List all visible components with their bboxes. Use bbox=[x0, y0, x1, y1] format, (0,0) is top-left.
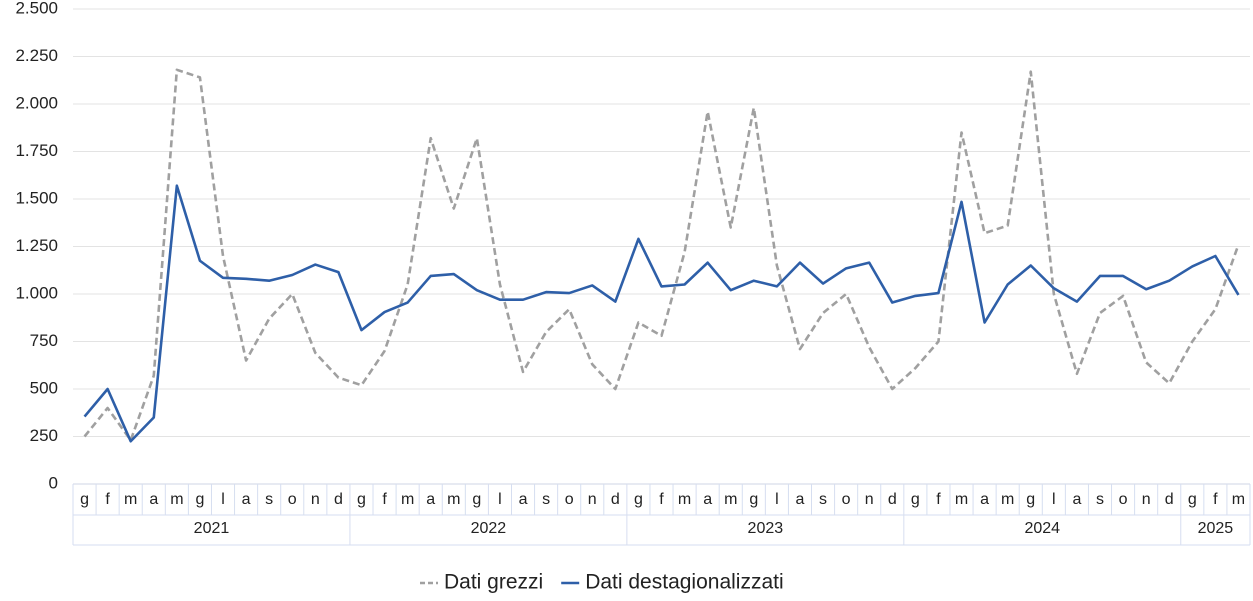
x-tick-label: g bbox=[472, 491, 481, 508]
x-tick-label: m bbox=[124, 491, 137, 508]
x-tick-label: f bbox=[936, 491, 941, 508]
x-tick-label: f bbox=[382, 491, 387, 508]
x-tick-label: g bbox=[911, 491, 920, 508]
x-tick-label: a bbox=[519, 491, 528, 508]
x-tick-label: a bbox=[149, 491, 158, 508]
x-tick-label: a bbox=[703, 491, 712, 508]
x-tick-label: g bbox=[749, 491, 758, 508]
y-tick-label: 2.000 bbox=[15, 93, 58, 112]
y-tick-label: 1.250 bbox=[15, 236, 58, 255]
x-tick-label: m bbox=[955, 491, 968, 508]
x-tick-label: m bbox=[170, 491, 183, 508]
y-tick-label: 750 bbox=[30, 331, 58, 350]
y-tick-label: 250 bbox=[30, 426, 58, 445]
x-tick-label: f bbox=[1213, 491, 1218, 508]
y-tick-label: 0 bbox=[49, 473, 58, 492]
x-tick-label: f bbox=[105, 491, 110, 508]
year-label: 2022 bbox=[471, 520, 507, 537]
x-tick-label: a bbox=[980, 491, 989, 508]
year-label: 2024 bbox=[1024, 520, 1060, 537]
year-label: 2023 bbox=[748, 520, 784, 537]
x-tick-label: n bbox=[588, 491, 597, 508]
x-tick-label: g bbox=[195, 491, 204, 508]
x-tick-label: o bbox=[288, 491, 297, 508]
y-tick-label: 1.500 bbox=[15, 188, 58, 207]
x-tick-label: m bbox=[678, 491, 691, 508]
x-tick-label: l bbox=[775, 491, 779, 508]
x-tick-label: s bbox=[265, 491, 273, 508]
x-tick-label: n bbox=[311, 491, 320, 508]
x-tick-label: s bbox=[1096, 491, 1104, 508]
y-tick-label: 1.000 bbox=[15, 283, 58, 302]
x-tick-label: m bbox=[1001, 491, 1014, 508]
x-tick-label: g bbox=[80, 491, 89, 508]
x-tick-label: m bbox=[1232, 491, 1245, 508]
data-line bbox=[83, 68, 1240, 442]
year-label: 2021 bbox=[194, 520, 230, 537]
x-tick-label: d bbox=[1165, 491, 1174, 508]
x-tick-label: l bbox=[221, 491, 225, 508]
x-tick-label: l bbox=[498, 491, 502, 508]
x-tick-label: a bbox=[1072, 491, 1081, 508]
x-tick-label: a bbox=[796, 491, 805, 508]
legend-label: Dati grezzi bbox=[444, 571, 543, 594]
x-tick-label: m bbox=[447, 491, 460, 508]
x-tick-label: f bbox=[659, 491, 664, 508]
x-tick-label: a bbox=[242, 491, 251, 508]
x-tick-label: l bbox=[1052, 491, 1056, 508]
x-tick-label: n bbox=[865, 491, 874, 508]
x-tick-label: g bbox=[1188, 491, 1197, 508]
y-tick-label: 2.250 bbox=[15, 46, 58, 65]
year-label: 2025 bbox=[1198, 520, 1234, 537]
x-tick-label: o bbox=[565, 491, 574, 508]
x-tick-label: m bbox=[401, 491, 414, 508]
x-tick-label: s bbox=[819, 491, 827, 508]
x-tick-label: o bbox=[842, 491, 851, 508]
y-tick-label: 2.500 bbox=[15, 0, 58, 17]
x-tick-label: s bbox=[542, 491, 550, 508]
x-tick-label: g bbox=[634, 491, 643, 508]
x-tick-label: a bbox=[426, 491, 435, 508]
data-line bbox=[83, 184, 1240, 443]
x-tick-label: o bbox=[1119, 491, 1128, 508]
x-tick-label: d bbox=[888, 491, 897, 508]
x-tick-label: d bbox=[334, 491, 343, 508]
x-tick-label: g bbox=[357, 491, 366, 508]
x-tick-label: m bbox=[724, 491, 737, 508]
legend-label: Dati destagionalizzati bbox=[585, 571, 783, 594]
x-tick-label: g bbox=[1026, 491, 1035, 508]
x-tick-label: d bbox=[611, 491, 620, 508]
x-tick-label: n bbox=[1142, 491, 1151, 508]
y-tick-label: 1.750 bbox=[15, 141, 58, 160]
y-tick-label: 500 bbox=[30, 378, 58, 397]
